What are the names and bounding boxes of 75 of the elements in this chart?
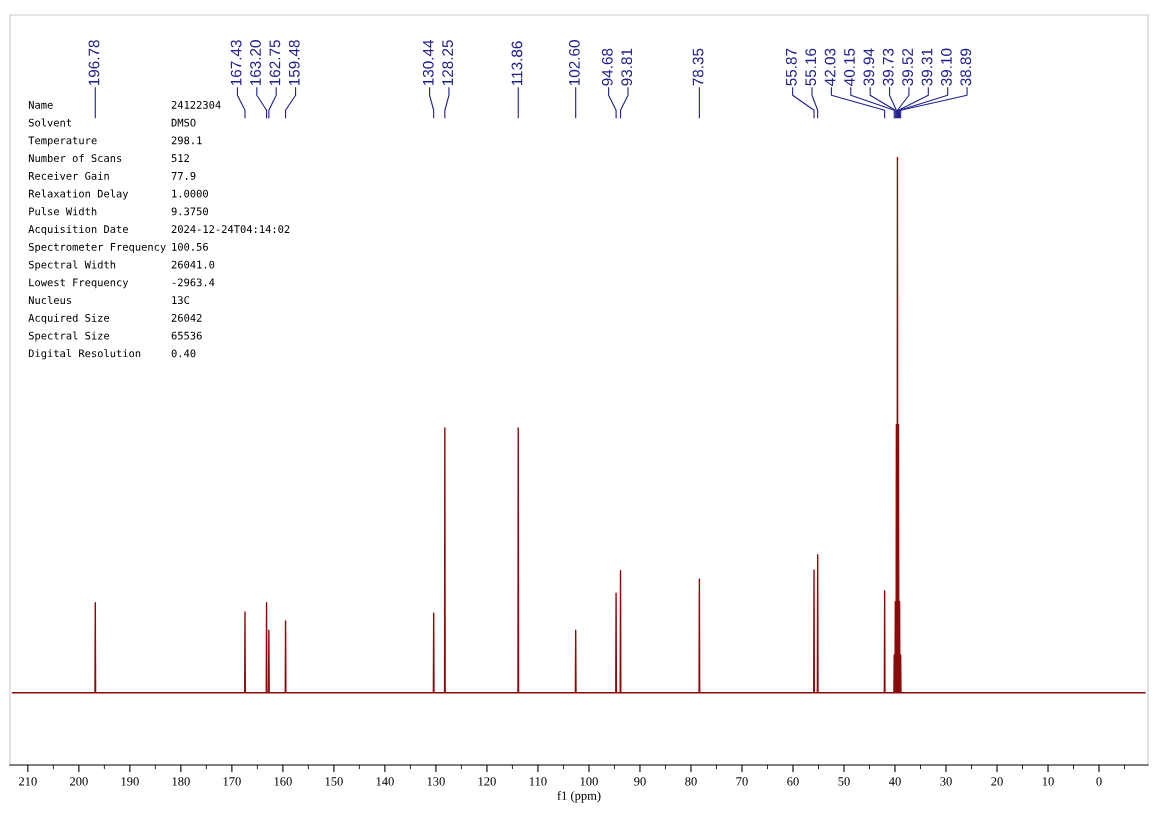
annotation: 38.89 [960,48,972,86]
annotation: Spectral Width [28,260,116,271]
text: Solvent [28,118,72,127]
text: DMSO [171,118,196,127]
x-tick-label: 210 [19,777,37,786]
annotation: 55.87 [785,48,797,86]
x-axis-title: f1 (ppm) [557,790,601,803]
annotation: 40.15 [844,48,855,86]
annotation: Number of Scans [28,153,122,163]
annotation: Relaxation Delay [28,189,129,200]
x-tick-label: 80 [685,777,697,786]
text: Temperature [28,136,97,147]
annotation: 196.78 [88,40,100,86]
x-tick-label: 0 [1096,777,1102,786]
annotation: 55.16 [805,48,817,86]
annotation: 65536 [171,331,202,340]
x-tick-label: 170 [223,777,241,786]
annotation: 130.44 [422,39,434,86]
annotation: 0.40 [171,349,196,358]
annotation: 159.48 [288,40,300,86]
annotation: 39.94 [863,48,875,86]
annotation: Spectrometer Frequency [28,242,166,253]
x-tick-label: 20 [991,777,1003,786]
annotation: 39.73 [882,48,894,86]
annotation: Digital Resolution [28,349,141,360]
annotation: -2963.4 [172,278,215,287]
annotation: Spectral Size [28,331,110,342]
x-tick-label: 150 [325,777,343,786]
annotation: 167.43 [230,40,242,86]
x-tick-label: 160 [274,777,292,786]
x-tick-label: 100 [580,777,598,786]
annotation: 100.56 [172,242,208,251]
text: Name [28,101,53,109]
x-tick-label: 60 [787,777,799,786]
annotation: 102.60 [568,40,580,86]
annotation: Pulse Width [29,207,97,216]
annotation: 77.9 [171,171,196,180]
x-tick-label: 190 [121,777,139,786]
text: 24122304 [171,100,221,109]
x-tick-label: 130 [427,777,445,786]
annotation: 113.86 [511,41,523,86]
annotation: Nucleus [28,295,72,305]
x-tick-label: 10 [1042,777,1054,786]
annotation: 94.68 [601,48,613,86]
annotation: 26041.0 [171,260,215,269]
annotation: 162.75 [269,40,281,86]
annotation: Receiver Gain [28,171,109,180]
annotation: 93.81 [621,48,633,86]
annotation: Acquisition Date [28,224,128,236]
x-tick-label: 140 [376,777,394,786]
annotation: 13C [172,296,190,305]
x-tick-label: 200 [70,777,88,786]
annotation: 163.20 [250,40,261,86]
x-tick-label: 50 [838,777,850,786]
annotation: 1.0000 [172,189,208,198]
annotation: 26042 [171,313,202,322]
annotation: 39.52 [902,48,914,86]
annotation: 42.03 [824,48,836,86]
x-tick-label: 30 [940,777,952,786]
annotation: Acquired Size [28,313,110,324]
annotation: 2024-12-24T04:14:02 [171,225,290,234]
annotation: 39.10 [940,48,952,86]
annotation: 39.31 [921,48,933,86]
x-tick-label: 120 [478,777,496,786]
annotation: 78.35 [692,48,704,86]
x-tick-label: 40 [888,777,901,786]
annotation: 128.25 [442,40,454,86]
annotation: 9.3750 [171,207,208,216]
x-tick-label: 110 [529,777,547,786]
x-tick-label: 180 [172,777,190,786]
x-tick-label: 90 [634,777,646,786]
annotation: 512 [171,154,189,163]
text: 298.1 [171,136,202,145]
annotation: Lowest Frequency [29,278,129,289]
x-tick-label: 70 [736,777,748,786]
